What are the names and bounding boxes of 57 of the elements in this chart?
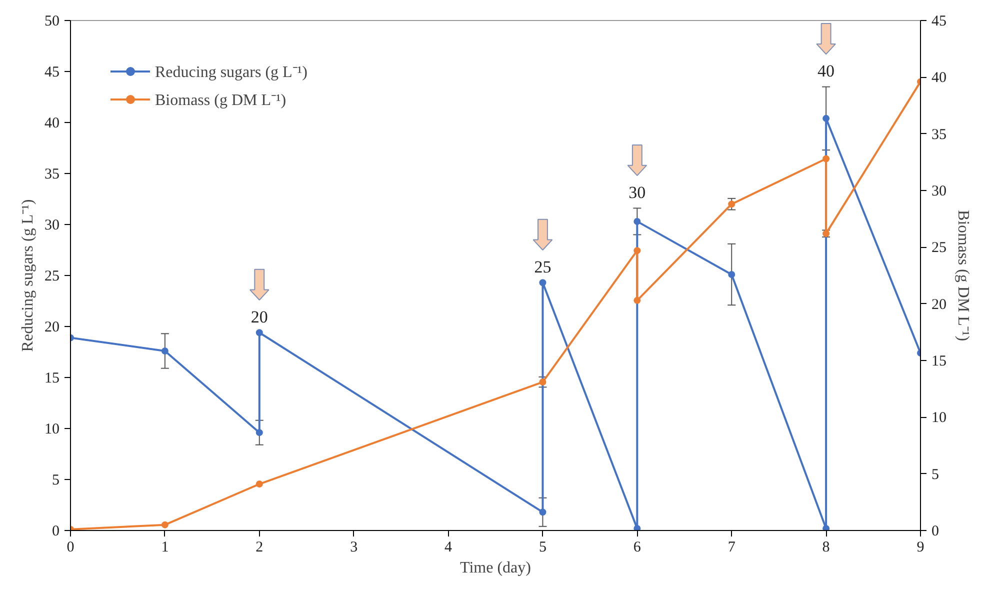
y-tick-label: 5 <box>52 472 60 488</box>
annotation: 30 <box>628 182 646 202</box>
y-axis-title: Reducing sugars (g L⁻¹) <box>20 199 36 352</box>
x-tick-label: 7 <box>728 540 736 556</box>
point <box>256 429 263 436</box>
point <box>822 524 830 530</box>
y2-tick-label: 35 <box>932 126 946 143</box>
point <box>161 521 168 528</box>
y-tick-label: 10 <box>44 422 60 438</box>
x-tick-label: 9 <box>916 540 924 556</box>
point <box>539 279 546 286</box>
legend-label: Reducing sugars (g L⁻¹) <box>155 63 308 82</box>
annotation: 25 <box>534 257 552 276</box>
y-tick-label: 50 <box>44 14 60 30</box>
y2-tick-label: 20 <box>932 296 946 313</box>
y2-tick-label: 45 <box>932 14 946 30</box>
y2-tick-label: 5 <box>932 466 939 483</box>
x-axis-title: Time (day) <box>460 560 531 576</box>
y-tick-label: 45 <box>44 64 60 80</box>
y-tick-label: 15 <box>44 370 60 386</box>
y2-tick-label: 40 <box>932 70 946 86</box>
x-tick-label: 3 <box>350 540 358 556</box>
y-tick-label: 35 <box>44 166 60 182</box>
point <box>256 480 263 488</box>
y2-axis-title: Biomass (g DM L⁻¹) <box>954 210 972 342</box>
point <box>728 200 736 208</box>
y2-tick-label: 25 <box>932 240 946 256</box>
point <box>539 378 546 386</box>
point <box>728 270 736 278</box>
point <box>822 114 830 122</box>
y-tick-label: 40 <box>44 116 60 132</box>
x-tick-label: 4 <box>444 540 453 556</box>
x-tick-label: 2 <box>256 540 264 556</box>
point <box>634 524 641 530</box>
x-tick-label: 0 <box>66 540 74 556</box>
point <box>634 247 641 254</box>
annotation: 20 <box>250 307 268 326</box>
point <box>822 155 830 162</box>
y2-tick-label: 30 <box>932 184 946 200</box>
y2-tick-label: 10 <box>932 410 946 426</box>
y-tick-label: 25 <box>44 268 60 284</box>
y-tick-label: 30 <box>44 218 60 234</box>
y-tick-label: 20 <box>44 320 60 336</box>
x-tick-label: 6 <box>633 540 642 556</box>
point <box>634 218 641 225</box>
y-tick-label: 0 <box>52 524 60 540</box>
point <box>256 329 263 336</box>
x-tick-label: 5 <box>538 540 546 556</box>
y2-tick-label: 15 <box>932 354 946 370</box>
point <box>539 508 546 516</box>
point <box>634 296 641 304</box>
annotation: 40 <box>818 61 835 80</box>
legend-label: Biomass (g DM L⁻¹) <box>155 91 286 110</box>
y2-tick-label: 0 <box>932 524 939 540</box>
point <box>161 347 168 354</box>
x-tick-label: 8 <box>822 540 830 556</box>
x-tick-label: 1 <box>161 540 169 556</box>
